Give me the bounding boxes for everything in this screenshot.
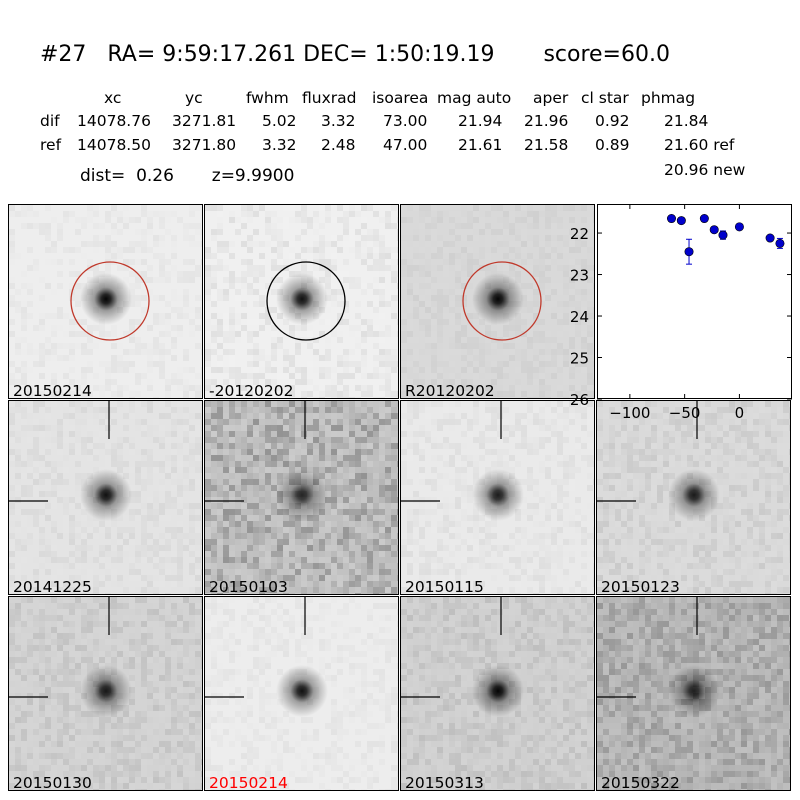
new-mag-value: 20.96 new — [664, 161, 746, 179]
ref-row-cell: 2.48 — [321, 136, 356, 154]
dif-row-cell: 21.84 — [664, 112, 709, 130]
cutout-date-label: 20141225 — [13, 578, 92, 595]
y-tick-label: 25 — [570, 350, 589, 368]
star-source — [80, 469, 132, 521]
ref-row-cell: 0.89 — [595, 136, 630, 154]
cutout-image — [9, 205, 202, 397]
lightcurve-svg: 22 23 24 25 26 −100 −50 0 — [570, 204, 792, 422]
ref-row-cell: ref — [40, 136, 62, 154]
cutout-image — [597, 597, 790, 790]
ref-row-cell: 47.00 — [383, 136, 428, 154]
star-source — [668, 665, 720, 717]
data-point — [699, 214, 709, 224]
cutout-image — [407, 211, 594, 398]
cutout-panel: 20141225 — [8, 400, 203, 595]
star-source — [276, 273, 328, 325]
data-point — [676, 216, 686, 226]
cutout-panel: -20120202 — [204, 204, 399, 399]
column-header: cl star — [581, 89, 629, 107]
cutout-panel: 20150313 — [400, 596, 595, 791]
cutout-image — [205, 205, 398, 398]
star-source — [276, 665, 328, 717]
dif-row-cell: 0.92 — [595, 112, 630, 130]
dif-row-cell: 3271.81 — [172, 112, 237, 130]
data-point — [684, 247, 694, 257]
dif-row-cell: dif — [40, 112, 60, 130]
cutout-date-label: 20150214 — [13, 382, 92, 399]
cutout-panel: 20150130 — [8, 596, 203, 791]
data-point — [734, 222, 744, 232]
y-tick-label: 22 — [570, 225, 589, 243]
plot-frame — [597, 204, 792, 399]
y-tick-label: 23 — [570, 267, 589, 285]
data-point — [709, 225, 719, 235]
cutout-date-label: 20150130 — [13, 774, 92, 791]
ref-row-cell: 21.61 — [458, 136, 503, 154]
x-tick-label: −100 — [609, 404, 650, 422]
star-source — [80, 665, 132, 717]
cutout-image — [205, 401, 398, 594]
data-point — [775, 238, 785, 248]
cutout-image — [205, 597, 397, 777]
ref-row-cell: 3.32 — [262, 136, 297, 154]
cutout-date-label: 20150313 — [405, 774, 484, 791]
cutout-panel: 20150214 — [204, 596, 399, 791]
column-header: phmag — [641, 89, 696, 107]
cutout-image — [401, 401, 594, 594]
aperture-circle — [462, 261, 542, 341]
cutout-image — [9, 597, 202, 790]
star-source — [80, 273, 132, 325]
column-header: mag auto — [437, 89, 512, 107]
cutout-panel: 20150322 — [596, 596, 791, 791]
ref-row-cell: 14078.50 — [77, 136, 151, 154]
data-point — [718, 230, 728, 240]
cutout-date-label: R20120202 — [405, 382, 495, 399]
star-source — [472, 665, 524, 717]
detection-title: #27 RA= 9:59:17.261 DEC= 1:50:19.19 scor… — [40, 42, 670, 67]
cutout-panel: 20150103 — [204, 400, 399, 595]
cutout-date-label: 20150123 — [601, 578, 680, 595]
cutout-date-label: 20150103 — [209, 578, 288, 595]
cutout-image — [9, 401, 202, 594]
dif-row-cell: 21.94 — [458, 112, 503, 130]
cutout-panel: R20120202 — [400, 204, 595, 399]
column-header: fwhm — [246, 89, 289, 107]
column-header: isoarea — [372, 89, 429, 107]
cutout-image — [401, 597, 594, 790]
dif-row-cell: 14078.76 — [77, 112, 151, 130]
aperture-circle — [70, 261, 150, 341]
dif-row-cell: 5.02 — [262, 112, 297, 130]
distance-redshift-text: dist= 0.26 z=9.9900 — [80, 166, 295, 186]
data-point — [666, 214, 676, 224]
cutout-panel: 20150214 — [8, 204, 203, 399]
cutout-date-label: -20120202 — [209, 382, 294, 399]
cutout-date-label: 20150322 — [601, 774, 680, 791]
aperture-circle — [266, 261, 346, 341]
dif-row-cell: 73.00 — [383, 112, 428, 130]
column-header: aper — [533, 89, 569, 107]
cutout-panel: 20150115 — [400, 400, 595, 595]
data-point — [765, 233, 775, 243]
x-tick-label: 0 — [735, 404, 745, 422]
column-header: yc — [185, 89, 203, 107]
star-source — [276, 469, 328, 521]
column-header: xc — [104, 89, 122, 107]
cutout-image — [597, 401, 790, 594]
star-source — [668, 469, 720, 521]
y-tick-label: 24 — [570, 308, 589, 326]
x-tick-label: −50 — [669, 404, 701, 422]
dif-row-cell: 3.32 — [321, 112, 356, 130]
cutout-date-label: 20150115 — [405, 578, 484, 595]
cutout-date-label: 20150214 — [209, 774, 288, 791]
star-source — [472, 273, 524, 325]
ref-row-cell: 21.58 — [524, 136, 569, 154]
dif-row-cell: 21.96 — [524, 112, 569, 130]
cutout-panel: 20150123 — [596, 400, 791, 595]
ref-row-cell: 21.60 ref — [664, 136, 735, 154]
star-source — [472, 469, 524, 521]
column-header: fluxrad — [302, 89, 357, 107]
ref-row-cell: 3271.80 — [172, 136, 237, 154]
y-tick-label: 26 — [570, 391, 589, 409]
